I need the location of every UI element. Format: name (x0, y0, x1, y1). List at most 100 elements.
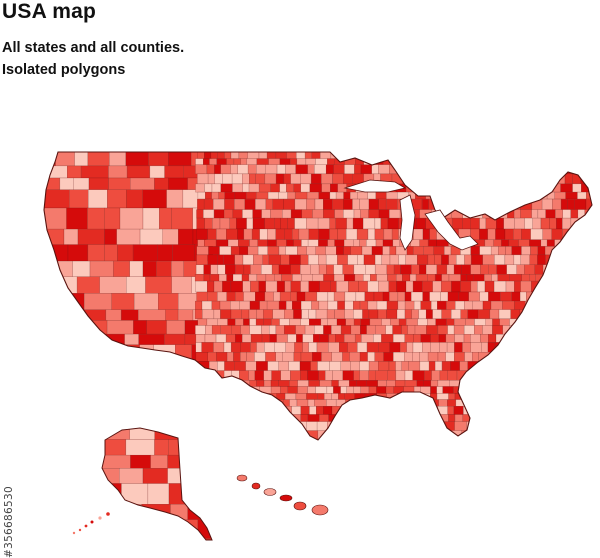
county-cell (355, 291, 365, 302)
county-cell (560, 264, 573, 275)
county-cell (572, 173, 581, 185)
county-cell (555, 361, 565, 371)
county-cell (204, 430, 216, 440)
county-cell (505, 280, 515, 293)
county-cell (197, 239, 205, 247)
county-cell (485, 318, 493, 326)
county-cell (279, 158, 291, 165)
county-cell (386, 152, 396, 159)
county-cell (497, 191, 505, 200)
county-cell (474, 318, 486, 326)
county-cell (500, 164, 511, 175)
county-cell (367, 430, 375, 440)
county-cell (402, 173, 413, 185)
county-cell (44, 320, 65, 335)
county-cell (382, 246, 390, 256)
county-cell (412, 173, 422, 185)
county-cell (347, 254, 358, 265)
county-cell (352, 399, 364, 407)
county-cell (156, 384, 184, 402)
county-cell (565, 309, 577, 319)
county-cell (297, 246, 307, 256)
county-cell (482, 254, 495, 265)
county-cell (300, 264, 311, 275)
county-cell (437, 300, 447, 310)
county-cell (230, 164, 238, 175)
county-cell (470, 334, 481, 343)
county-cell (239, 300, 251, 310)
county-cell (558, 274, 567, 282)
county-cell (529, 361, 539, 371)
county-cell (292, 274, 302, 282)
county-cell (517, 334, 525, 343)
county-cell (344, 309, 354, 319)
county-cell (509, 325, 517, 335)
county-cell (412, 158, 422, 165)
county-cell (400, 264, 412, 275)
county-cell (222, 173, 233, 185)
county-cell (537, 291, 545, 302)
county-cell (232, 274, 243, 282)
county-cell (261, 209, 271, 219)
county-cell (108, 177, 131, 190)
county-cell (265, 274, 275, 282)
county-cell (241, 399, 249, 407)
county-cell (352, 217, 364, 230)
county-cell (318, 239, 328, 247)
county-cell (541, 325, 549, 335)
county-cell (326, 386, 334, 394)
county-cell (272, 198, 284, 210)
county-cell (280, 370, 291, 381)
county-cell (358, 430, 368, 440)
county-cell (537, 361, 548, 371)
county-cell (247, 246, 259, 256)
county-cell (266, 152, 277, 159)
county-cell (508, 352, 518, 362)
county-cell (581, 399, 590, 407)
county-cell (394, 152, 402, 159)
county-cell (99, 276, 127, 294)
county-cell (302, 342, 309, 353)
county-cell (384, 406, 395, 415)
county-cell (270, 183, 280, 193)
county-cell (102, 428, 131, 440)
county-cell (460, 274, 468, 282)
county-cell (512, 393, 520, 400)
county-cell (304, 325, 315, 335)
county-cell (343, 209, 355, 219)
county-cell (412, 370, 425, 381)
county-cell (230, 246, 240, 256)
county-cell (224, 198, 235, 210)
county-cell (461, 380, 470, 387)
county-cell (195, 370, 208, 381)
county-cell (597, 406, 600, 414)
county-cell (367, 300, 378, 310)
county-cell (255, 318, 264, 326)
county-cell (363, 152, 370, 159)
county-cell (428, 361, 436, 371)
county-cell (254, 370, 264, 381)
county-cell (575, 370, 587, 381)
county-cell (134, 293, 159, 310)
county-cell (472, 393, 482, 400)
county-cell (256, 274, 267, 282)
county-cell (370, 414, 381, 422)
county-cell (553, 264, 561, 275)
county-cell (306, 246, 316, 256)
county-cell (318, 228, 330, 240)
county-cell (256, 191, 269, 200)
county-cell (464, 325, 475, 335)
county-cell (493, 430, 506, 440)
county-cell (573, 399, 582, 407)
county-cell (246, 217, 254, 230)
county-cell (102, 439, 127, 456)
county-cell (511, 430, 522, 440)
county-cell (342, 370, 354, 381)
county-cell (415, 274, 428, 282)
county-cell (195, 325, 206, 335)
county-cell (463, 334, 471, 343)
county-cell (435, 164, 443, 175)
county-cell (400, 152, 410, 159)
county-cell (479, 191, 491, 200)
county-cell (479, 183, 491, 193)
